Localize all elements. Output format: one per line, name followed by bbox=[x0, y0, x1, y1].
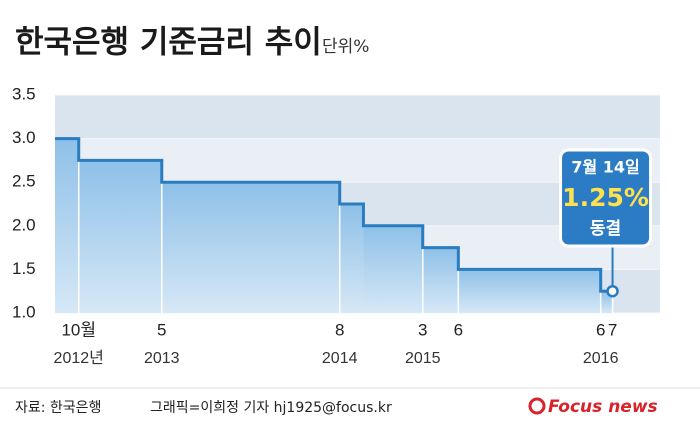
y-tick-label: 1.5 bbox=[12, 259, 36, 278]
callout-box bbox=[559, 148, 653, 248]
source: 자료: 한국은행 bbox=[15, 400, 101, 416]
area-step bbox=[78, 160, 162, 313]
area-step bbox=[422, 247, 459, 313]
y-tick-label: 2.5 bbox=[12, 172, 36, 191]
x-year-label: 2012년 bbox=[54, 349, 104, 367]
x-tick-label: 5 bbox=[157, 320, 166, 339]
x-tick-label: 10월 bbox=[61, 320, 96, 339]
x-year-label: 2015 bbox=[405, 350, 441, 367]
callout-value: 1.25% bbox=[562, 183, 649, 212]
x-tick-label: 7 bbox=[608, 320, 617, 339]
x-year-label: 2016 bbox=[583, 350, 619, 367]
area-step bbox=[161, 182, 340, 313]
y-tick-label: 3.5 bbox=[12, 84, 36, 103]
x-tick-label: 6 bbox=[454, 320, 463, 339]
callout-status: 동결 bbox=[590, 219, 621, 239]
x-tick-label: 6 bbox=[596, 320, 605, 339]
x-year-label: 2013 bbox=[144, 350, 180, 367]
y-tick-label: 1.0 bbox=[12, 302, 36, 321]
logo-icon bbox=[528, 397, 546, 415]
x-tick-label: 8 bbox=[335, 320, 344, 339]
y-tick-label: 2.0 bbox=[12, 215, 36, 234]
area-step bbox=[363, 225, 423, 313]
area-step bbox=[600, 291, 613, 313]
area-step bbox=[339, 204, 364, 313]
area-step bbox=[55, 138, 79, 313]
x-tick-label: 3 bbox=[418, 320, 427, 339]
chart-subtitle: 단위% bbox=[322, 37, 369, 57]
y-tick-label: 3.0 bbox=[12, 128, 36, 147]
credit: 그래픽=이희정 기자 hj1925@focus.kr bbox=[150, 400, 392, 416]
area-step bbox=[458, 269, 601, 313]
plot-band bbox=[55, 95, 660, 139]
point-marker bbox=[606, 284, 619, 298]
x-year-label: 2014 bbox=[322, 350, 358, 367]
logo: Focus news bbox=[548, 397, 658, 417]
callout-date: 7월 14일 bbox=[571, 158, 639, 177]
chart-title: 한국은행 기준금리 추이 bbox=[15, 25, 322, 61]
